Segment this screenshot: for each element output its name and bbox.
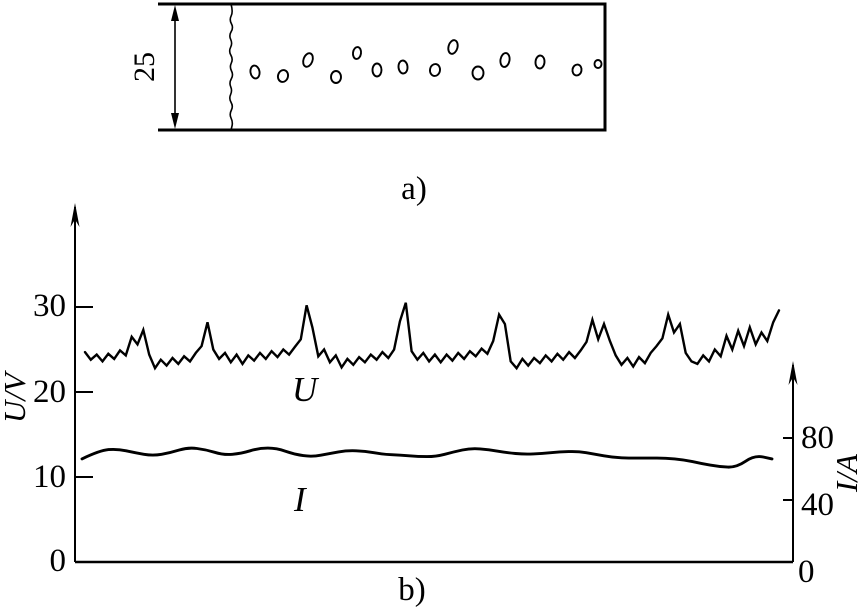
current-curve-label: I xyxy=(294,480,306,519)
dimension-arrowhead-down xyxy=(171,113,179,129)
pore xyxy=(276,69,290,83)
specimen-outline xyxy=(158,2,607,132)
left-axis-tick-30: 30 xyxy=(33,288,66,324)
right-axis-tick-0: 0 xyxy=(798,554,815,590)
pore xyxy=(249,64,261,80)
thickness-dimension-label: 25 xyxy=(128,52,161,82)
left-axis-tick-20: 20 xyxy=(33,374,66,410)
pore xyxy=(593,59,603,69)
i-curve xyxy=(80,446,774,469)
panel-a-label: a) xyxy=(401,171,427,207)
voltage-curve-label: U xyxy=(292,370,318,409)
pore xyxy=(302,52,314,68)
pore xyxy=(429,63,441,77)
pore xyxy=(471,65,485,81)
left-axis-title: U/V xyxy=(0,373,32,423)
right-axis-tick-40: 40 xyxy=(801,487,834,523)
left-axis-tick-10: 10 xyxy=(33,459,66,495)
left-axis-arrowhead xyxy=(70,203,80,227)
pore xyxy=(352,46,362,60)
left-axis-tick-0: 0 xyxy=(49,543,67,579)
right-axis-tick-80: 80 xyxy=(801,420,834,456)
pore xyxy=(397,59,409,75)
pore xyxy=(499,52,511,68)
pore xyxy=(330,70,342,84)
pore xyxy=(571,63,583,77)
panel-b-label: b) xyxy=(398,572,426,608)
wavy-edge-line xyxy=(228,3,234,131)
u-curve xyxy=(83,302,781,371)
pore xyxy=(447,39,459,55)
right-axis-title: I/A xyxy=(829,454,860,492)
right-axis-arrowhead xyxy=(788,361,798,385)
dimension-arrowhead-up xyxy=(171,5,179,21)
pore xyxy=(371,62,383,78)
pore xyxy=(534,54,546,70)
